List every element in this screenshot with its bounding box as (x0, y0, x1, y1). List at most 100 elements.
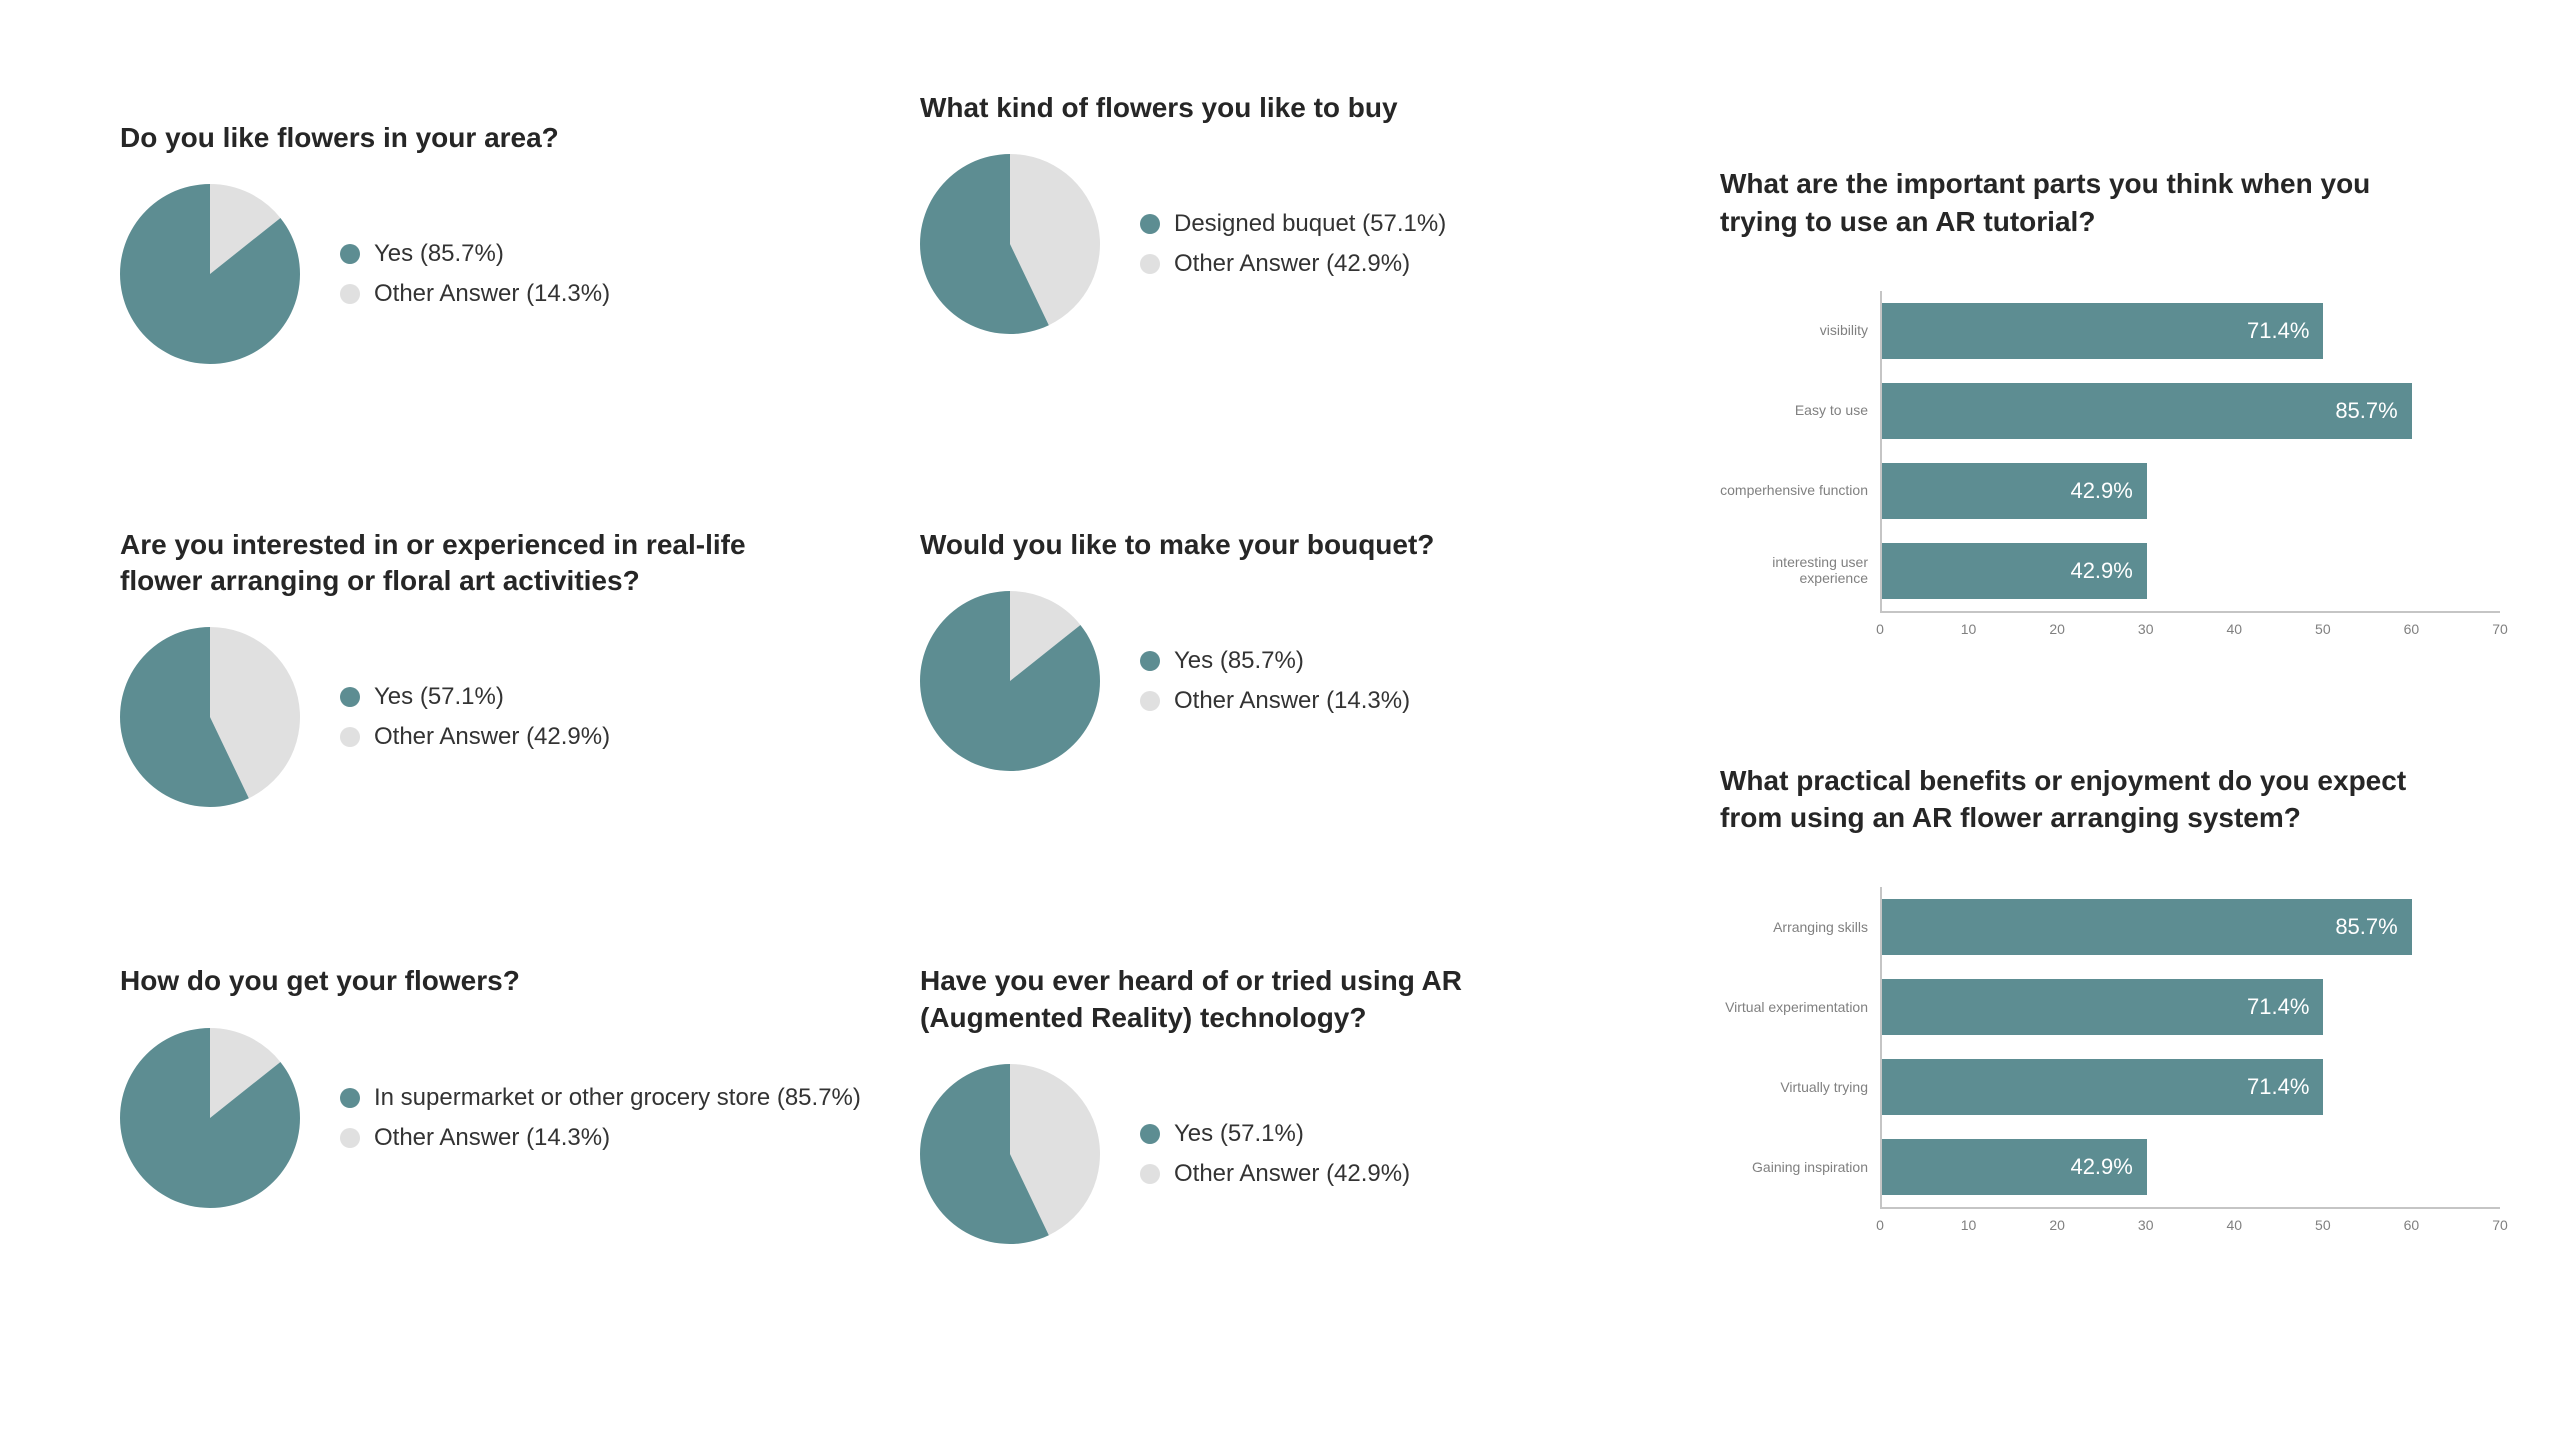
pie-row: Yes (57.1%) Other Answer (42.9%) (920, 1064, 1700, 1244)
bar-block-2: What practical benefits or enjoyment do … (1720, 517, 2500, 1360)
legend-label: Other Answer (42.9%) (1174, 1160, 1410, 1188)
legend-label: Designed buquet (57.1%) (1174, 210, 1446, 238)
bar-ylabel: Virtually trying (1720, 1047, 1880, 1127)
bar-title: What practical benefits or enjoyment do … (1720, 762, 2440, 838)
xaxis-tick: 40 (2226, 621, 2242, 637)
page-root: Do you like flowers in your area? Yes (8… (0, 0, 2560, 1440)
bar-ylabel: Easy to use (1720, 371, 1880, 451)
legend-swatch (1140, 214, 1160, 234)
bar: 71.4% (1882, 1059, 2323, 1115)
bar-title: What are the important parts you think w… (1720, 165, 2440, 241)
xaxis-tick: 0 (1876, 621, 1884, 637)
bar: 85.7% (1882, 899, 2412, 955)
bar-chart: Arranging skillsVirtual experimentationV… (1720, 887, 2500, 1239)
bar: 71.4% (1882, 979, 2323, 1035)
legend-label: Other Answer (14.3%) (374, 1124, 610, 1152)
bar: 42.9% (1882, 543, 2147, 599)
pie-legend: Yes (85.7%) Other Answer (14.3%) (340, 240, 610, 308)
legend-swatch (340, 284, 360, 304)
legend-swatch (1140, 254, 1160, 274)
legend-item: Other Answer (42.9%) (1140, 250, 1446, 278)
legend-item: Other Answer (14.3%) (340, 280, 610, 308)
pie-title: Do you like flowers in your area? (120, 120, 760, 156)
xaxis-tick: 20 (2049, 621, 2065, 637)
pie-legend: In supermarket or other grocery store (8… (340, 1084, 861, 1152)
pie-block-2: What kind of flowers you like to buy Des… (920, 80, 1700, 487)
legend-label: Other Answer (42.9%) (374, 723, 610, 751)
bar: 85.7% (1882, 383, 2412, 439)
pie-title: Are you interested in or experienced in … (120, 527, 760, 600)
legend-label: Yes (85.7%) (1174, 647, 1304, 675)
pie-title: What kind of flowers you like to buy (920, 90, 1560, 126)
pie-row: Yes (57.1%) Other Answer (42.9%) (120, 627, 900, 807)
pie-block-1: Do you like flowers in your area? Yes (8… (120, 80, 900, 487)
legend-label: Other Answer (14.3%) (1174, 687, 1410, 715)
legend-item: Yes (85.7%) (1140, 647, 1410, 675)
pie-row: In supermarket or other grocery store (8… (120, 1028, 900, 1208)
legend-item: Designed buquet (57.1%) (1140, 210, 1446, 238)
bar-ylabel: visibility (1720, 291, 1880, 371)
legend-label: Other Answer (42.9%) (1174, 250, 1410, 278)
xaxis-tick: 10 (1961, 1217, 1977, 1233)
legend-label: Yes (57.1%) (374, 683, 504, 711)
xaxis-tick: 30 (2138, 621, 2154, 637)
xaxis-tick: 60 (2404, 1217, 2420, 1233)
legend-label: Yes (85.7%) (374, 240, 504, 268)
bar-ylabel: Arranging skills (1720, 887, 1880, 967)
pie-chart (920, 1064, 1100, 1244)
legend-swatch (1140, 691, 1160, 711)
legend-item: Other Answer (14.3%) (1140, 687, 1410, 715)
legend-item: Other Answer (42.9%) (1140, 1160, 1410, 1188)
xaxis-tick: 20 (2049, 1217, 2065, 1233)
legend-swatch (340, 1088, 360, 1108)
pie-legend: Yes (57.1%) Other Answer (42.9%) (340, 683, 610, 751)
legend-item: Yes (85.7%) (340, 240, 610, 268)
pie-chart (120, 1028, 300, 1208)
pie-title: How do you get your flowers? (120, 963, 760, 999)
xaxis-tick: 70 (2492, 1217, 2508, 1233)
bar: 42.9% (1882, 1139, 2147, 1195)
pie-block-4: Would you like to make your bouquet? Yes… (920, 517, 1700, 924)
xaxis-tick: 50 (2315, 621, 2331, 637)
pie-legend: Designed buquet (57.1%) Other Answer (42.… (1140, 210, 1446, 278)
legend-label: Yes (57.1%) (1174, 1120, 1304, 1148)
xaxis-tick: 10 (1961, 621, 1977, 637)
xaxis-tick: 70 (2492, 621, 2508, 637)
xaxis-tick: 60 (2404, 621, 2420, 637)
legend-swatch (1140, 1124, 1160, 1144)
pie-legend: Yes (85.7%) Other Answer (14.3%) (1140, 647, 1410, 715)
pie-legend: Yes (57.1%) Other Answer (42.9%) (1140, 1120, 1410, 1188)
xaxis-tick: 0 (1876, 1217, 1884, 1233)
pie-row: Yes (85.7%) Other Answer (14.3%) (920, 591, 1700, 771)
legend-label: In supermarket or other grocery store (8… (374, 1084, 861, 1112)
legend-item: Other Answer (42.9%) (340, 723, 610, 751)
xaxis-tick: 40 (2226, 1217, 2242, 1233)
bar: 42.9% (1882, 463, 2147, 519)
pie-block-3: Are you interested in or experienced in … (120, 517, 900, 924)
legend-item: Other Answer (14.3%) (340, 1124, 861, 1152)
legend-swatch (1140, 651, 1160, 671)
bar-ylabel: Virtual experimentation (1720, 967, 1880, 1047)
legend-swatch (340, 727, 360, 747)
bar-ylabel: Gaining inspiration (1720, 1127, 1880, 1207)
legend-item: Yes (57.1%) (1140, 1120, 1410, 1148)
legend-swatch (1140, 1164, 1160, 1184)
pie-chart (120, 627, 300, 807)
legend-swatch (340, 687, 360, 707)
pie-row: Yes (85.7%) Other Answer (14.3%) (120, 184, 900, 364)
legend-label: Other Answer (14.3%) (374, 280, 610, 308)
legend-swatch (340, 1128, 360, 1148)
legend-swatch (340, 244, 360, 264)
pie-chart (120, 184, 300, 364)
pie-chart (920, 591, 1100, 771)
pie-row: Designed buquet (57.1%) Other Answer (42.… (920, 154, 1700, 334)
bar: 71.4% (1882, 303, 2323, 359)
pie-chart (920, 154, 1100, 334)
pie-title: Would you like to make your bouquet? (920, 527, 1560, 563)
pie-block-6: Have you ever heard of or tried using AR… (920, 953, 1700, 1360)
xaxis-tick: 50 (2315, 1217, 2331, 1233)
legend-item: In supermarket or other grocery store (8… (340, 1084, 861, 1112)
xaxis-tick: 30 (2138, 1217, 2154, 1233)
legend-item: Yes (57.1%) (340, 683, 610, 711)
pie-title: Have you ever heard of or tried using AR… (920, 963, 1560, 1036)
